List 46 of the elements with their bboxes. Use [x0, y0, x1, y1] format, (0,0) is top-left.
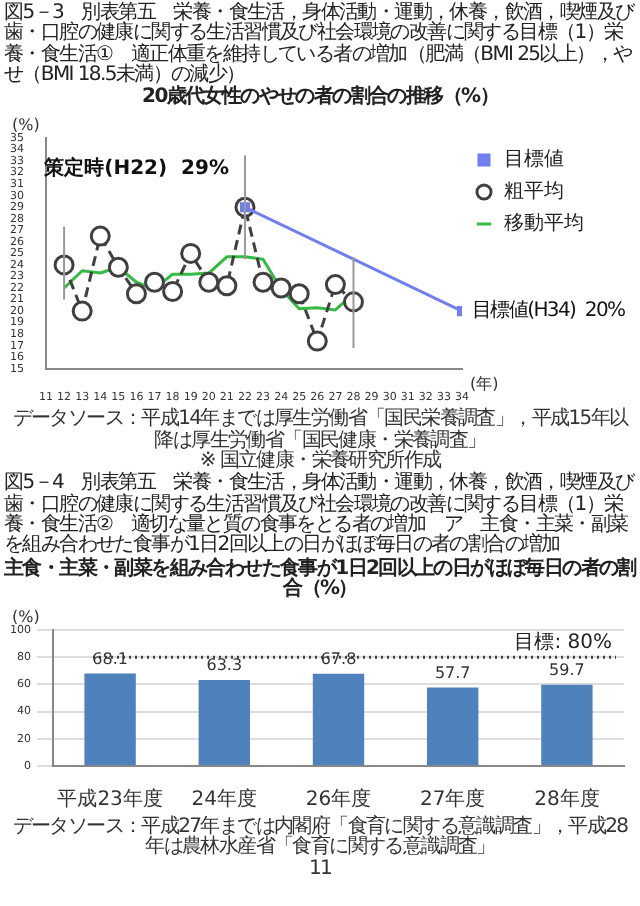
point: [216, 276, 238, 298]
point: [306, 331, 328, 353]
text: ※ 国立健康・栄養研究所作成: [199, 450, 443, 473]
annotation: 目標値(H34) 20%: [472, 299, 626, 324]
point: [270, 278, 292, 300]
chart-subtitle: 図5－3 別表第五 栄養・食生活，身体活動・運動，休養，飲酒，喫煙及び歯・口腔の健康に関する生活習慣及び社会環境の改善に関する目標（1）栄養・食生活① 適正体重を維持している者の増加（肥満（BMI 25以上），やせ（BMI 18.5未満）の減少）: [4, 2, 636, 86]
chart-title: 20歳代女性のやせの者の割合の推移（%）: [140, 86, 500, 109]
bar: [541, 685, 593, 766]
y-axis-title: (%): [12, 116, 40, 135]
point: [144, 272, 166, 294]
point: [324, 275, 346, 297]
data-label: 59.7: [549, 661, 585, 680]
point: [252, 272, 274, 294]
x-tick-label: 24年度: [191, 787, 258, 812]
chart-title: 主食・主菜・副菜を組み合わせた食事が1日2回以上の日がほぼ毎日の者の割合（%）: [4, 557, 636, 601]
legend-label: 目標値: [504, 148, 564, 173]
x-tick-label: 26年度: [305, 787, 372, 812]
data-label: 57.7: [434, 664, 471, 682]
text: データソース：平成14年までは厚生労働省「国民栄養調査」，平成15年以降は厚生労働省「国民健康・栄養調査」: [10, 408, 631, 452]
bar: [312, 674, 365, 766]
data-label: 67.8: [320, 650, 357, 669]
point: [198, 272, 220, 294]
point: [107, 257, 129, 279]
x-axis-title: (年): [470, 375, 499, 394]
bar: [84, 673, 136, 766]
annotation: 策定時(H22) 29%: [42, 157, 229, 182]
point: [162, 281, 184, 303]
text: データソース：平成27年までは内閣府「食育に関する意識調査」，平成28年は農林水産省「食育に関する意識調査」: [10, 816, 630, 859]
bar: [198, 680, 250, 766]
x-tick-label: 平成23年度: [57, 787, 163, 812]
data-label: 63.3: [206, 656, 243, 675]
bar: [427, 687, 479, 766]
ref-line-label: 目標: 80%: [514, 630, 612, 655]
point: [288, 284, 310, 306]
point: [125, 284, 147, 306]
x-tick-label: 28年度: [534, 787, 600, 812]
legend-label: 粗平均: [504, 180, 564, 205]
data-label: 68.1: [92, 649, 128, 668]
point: [180, 243, 202, 265]
point: [89, 226, 111, 248]
point: [71, 301, 93, 323]
legend-label: 移動平均: [504, 212, 584, 237]
y-axis-title: (%): [12, 608, 40, 627]
text: 11: [306, 857, 334, 881]
x-tick-label: 27年度: [419, 787, 486, 812]
chart-subtitle: 図5－4 別表第五 栄養・食生活，身体活動・運動，休養，飲酒，喫煙及び歯・口腔の健康に関する生活習慣及び社会環境の改善に関する目標（1）栄養・食生活② 適切な量と質の食事をとる者の増加 ア 主食・主菜・副菜を組み合わせた食事が1日2回以上の日がほぼ毎日の者の割合の増加: [4, 472, 636, 557]
